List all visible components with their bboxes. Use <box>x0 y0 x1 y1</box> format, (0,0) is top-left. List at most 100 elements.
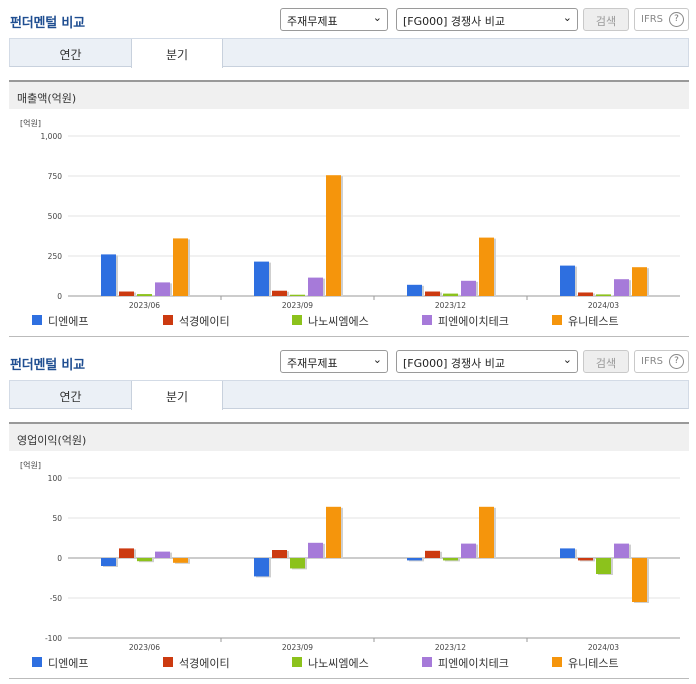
legend-label: 유니테스트 <box>568 657 619 670</box>
bar[interactable] <box>578 558 593 561</box>
bar-shadow <box>598 295 613 297</box>
bar[interactable] <box>632 558 647 602</box>
y-tick-label: 0 <box>57 292 62 301</box>
bar[interactable] <box>614 543 629 558</box>
bar[interactable] <box>254 261 269 296</box>
ifrs-button[interactable]: IFRS ? <box>634 8 689 31</box>
x-tick-label: 2023/06 <box>129 643 160 652</box>
x-tick-label: 2023/12 <box>435 643 466 652</box>
compare-select-value: [FG000] 경쟁사 비교 <box>403 357 506 370</box>
legend-label: 석경에이티 <box>179 657 230 670</box>
bar[interactable] <box>443 293 458 296</box>
y-tick-label: 250 <box>48 252 63 261</box>
bar[interactable] <box>173 558 188 563</box>
chevron-down-icon: ⌄ <box>372 353 382 366</box>
tab-quarter[interactable]: 분기 <box>131 381 223 410</box>
x-tick-label: 2024/03 <box>588 301 619 310</box>
bar[interactable] <box>560 265 575 296</box>
bar[interactable] <box>308 542 323 558</box>
bar[interactable] <box>560 548 575 558</box>
tab-annual[interactable]: 연간 <box>59 390 82 404</box>
x-tick-label: 2023/09 <box>282 301 313 310</box>
chevron-down-icon: ⌄ <box>562 11 572 24</box>
bar[interactable] <box>632 267 647 296</box>
legend-swatch <box>422 657 432 667</box>
bar[interactable] <box>596 294 611 296</box>
bar[interactable] <box>254 558 269 577</box>
bar[interactable] <box>326 506 341 558</box>
bar[interactable] <box>326 175 341 296</box>
page-title: 펀더멘털 비교 <box>10 358 85 373</box>
legend-label: 디엔에프 <box>48 657 89 670</box>
bar[interactable] <box>596 558 611 574</box>
legend-swatch <box>163 657 173 667</box>
bar[interactable] <box>272 550 287 558</box>
statement-select-value: 주재무제표 <box>287 357 338 370</box>
unit-label: [억원] <box>20 119 41 128</box>
bar[interactable] <box>155 551 170 558</box>
bar-shadow <box>139 295 154 297</box>
legend-label: 석경에이티 <box>179 315 230 328</box>
bar[interactable] <box>137 558 152 562</box>
bar[interactable] <box>461 280 476 296</box>
compare-select[interactable]: [FG000] 경쟁사 비교 ⌄ <box>396 350 578 373</box>
divider <box>9 336 689 337</box>
bar[interactable] <box>272 290 287 296</box>
ifrs-button[interactable]: IFRS ? <box>634 350 689 373</box>
help-icon: ? <box>669 354 684 369</box>
bar[interactable] <box>119 548 134 558</box>
legend-swatch <box>163 315 173 325</box>
bar[interactable] <box>425 550 440 558</box>
bar[interactable] <box>119 291 134 296</box>
legend-swatch <box>292 315 302 325</box>
bar[interactable] <box>479 506 494 558</box>
search-button[interactable]: 검색 <box>583 350 629 373</box>
period-tabs: 연간 분기 <box>9 380 689 410</box>
bar[interactable] <box>137 294 152 296</box>
search-button[interactable]: 검색 <box>583 8 629 31</box>
y-tick-label: 1,000 <box>41 132 63 141</box>
y-tick-label: 0 <box>57 554 62 563</box>
bar[interactable] <box>101 254 116 296</box>
divider <box>9 678 689 679</box>
compare-select-value: [FG000] 경쟁사 비교 <box>403 15 506 28</box>
bar[interactable] <box>443 558 458 561</box>
chevron-down-icon: ⌄ <box>372 11 382 24</box>
legend-label: 피엔에이치테크 <box>438 657 509 670</box>
x-tick-label: 2024/03 <box>588 643 619 652</box>
bar[interactable] <box>155 282 170 296</box>
legend-label: 나노씨엠에스 <box>308 315 369 328</box>
legend-swatch <box>32 315 42 325</box>
bar-shadow <box>292 295 307 297</box>
bar[interactable] <box>479 237 494 296</box>
tab-quarter[interactable]: 분기 <box>131 39 223 68</box>
x-tick-label: 2023/06 <box>129 301 160 310</box>
operating-profit-chart: -100 -50 0 50 100 2023/06 2023/09 2023/12 2024/0… <box>45 474 680 652</box>
bar[interactable] <box>425 291 440 296</box>
unit-label: [억원] <box>20 461 41 470</box>
bar[interactable] <box>407 284 422 296</box>
bar[interactable] <box>308 277 323 296</box>
bar[interactable] <box>407 558 422 561</box>
period-tabs: 연간 분기 <box>9 38 689 68</box>
bar[interactable] <box>290 294 305 296</box>
statement-select[interactable]: 주재무제표 ⌄ <box>280 350 388 373</box>
legend-label: 피엔에이치테크 <box>438 315 509 328</box>
bar[interactable] <box>173 238 188 296</box>
tab-annual[interactable]: 연간 <box>59 48 82 62</box>
chevron-down-icon: ⌄ <box>562 353 572 366</box>
bar[interactable] <box>290 558 305 569</box>
bar[interactable] <box>101 558 116 566</box>
statement-select-value: 주재무제표 <box>287 15 338 28</box>
bar[interactable] <box>614 279 629 296</box>
y-tick-label: 100 <box>48 474 63 483</box>
legend-label: 나노씨엠에스 <box>308 657 369 670</box>
legend-swatch <box>552 657 562 667</box>
compare-select[interactable]: [FG000] 경쟁사 비교 ⌄ <box>396 8 578 31</box>
statement-select[interactable]: 주재무제표 ⌄ <box>280 8 388 31</box>
legend-swatch <box>32 657 42 667</box>
ifrs-label: IFRS <box>641 14 663 25</box>
bar[interactable] <box>578 292 593 296</box>
bar[interactable] <box>461 543 476 558</box>
legend-label: 유니테스트 <box>568 315 619 328</box>
